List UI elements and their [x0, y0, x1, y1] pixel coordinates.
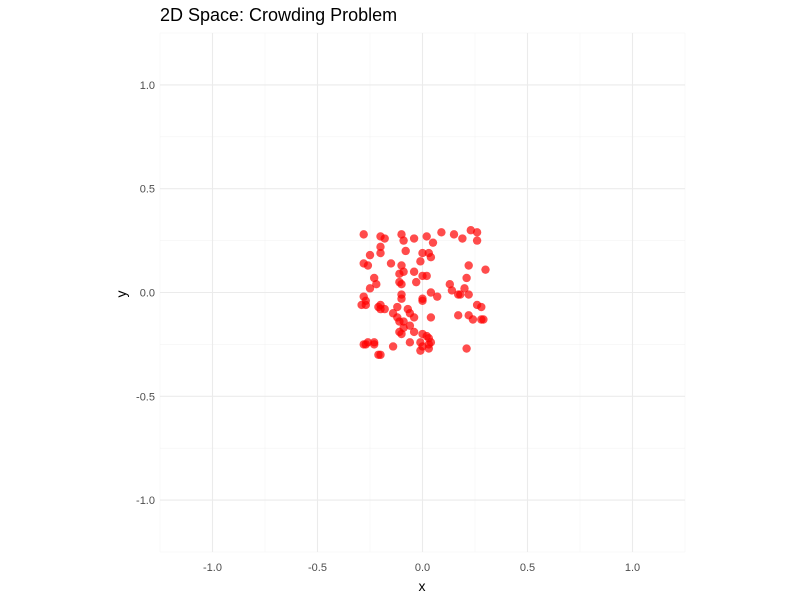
- x-tick-label: 0.5: [520, 562, 535, 574]
- data-point: [462, 273, 471, 283]
- data-point: [361, 300, 370, 310]
- data-point: [418, 248, 427, 258]
- data-point: [422, 271, 431, 281]
- data-point: [464, 290, 473, 299]
- data-point: [399, 317, 408, 326]
- data-point: [388, 342, 398, 351]
- data-point: [376, 242, 385, 252]
- data-point: [397, 294, 406, 303]
- data-point: [376, 350, 385, 359]
- data-point: [416, 346, 425, 355]
- chart-title: 2D Space: Crowding Problem: [160, 5, 397, 25]
- data-point: [395, 269, 404, 279]
- data-point: [359, 230, 368, 239]
- data-point: [426, 288, 436, 297]
- data-point: [365, 284, 375, 293]
- data-point: [472, 236, 482, 245]
- data-point: [363, 261, 373, 270]
- data-point: [433, 292, 442, 301]
- data-point: [409, 327, 419, 337]
- data-point: [447, 286, 457, 295]
- data-point: [380, 234, 389, 243]
- data-point: [449, 230, 459, 239]
- data-point: [409, 313, 419, 322]
- data-point: [426, 253, 436, 262]
- data-point: [462, 344, 471, 353]
- y-tick-labels: -1.0 -0.5 0.0 0.5 1.0: [136, 80, 155, 507]
- y-tick-label: 0.5: [140, 184, 155, 196]
- y-tick-label: 0.0: [140, 288, 155, 300]
- data-point: [365, 250, 375, 260]
- data-point: [464, 261, 473, 270]
- data-point: [418, 294, 427, 303]
- data-point: [405, 321, 415, 330]
- data-point: [416, 257, 425, 266]
- data-point: [380, 304, 389, 314]
- data-point: [372, 279, 381, 289]
- data-point: [426, 338, 436, 347]
- data-point: [466, 226, 475, 235]
- data-point: [481, 265, 490, 274]
- data-point: [363, 338, 373, 347]
- data-point: [468, 315, 478, 324]
- data-point: [397, 329, 406, 339]
- data-point: [412, 277, 421, 287]
- data-point: [376, 248, 385, 258]
- x-tick-label: 1.0: [625, 562, 640, 574]
- data-point: [386, 259, 396, 268]
- data-point: [401, 246, 410, 256]
- y-axis-label: y: [113, 291, 129, 298]
- x-tick-label: -0.5: [308, 562, 327, 574]
- data-point: [397, 279, 406, 289]
- data-point: [454, 311, 463, 320]
- points-layer: [357, 226, 490, 359]
- grid-layer: [159, 32, 686, 553]
- data-point: [370, 340, 379, 349]
- data-point: [472, 228, 482, 237]
- data-point: [426, 313, 436, 322]
- data-point: [460, 284, 469, 293]
- x-tick-label: 0.0: [415, 562, 430, 574]
- data-point: [409, 234, 419, 243]
- data-point: [422, 232, 431, 241]
- x-tick-labels: -1.0 -0.5 0.0 0.5 1.0: [203, 562, 640, 574]
- data-point: [458, 234, 467, 243]
- y-tick-label: -1.0: [136, 495, 155, 507]
- x-axis-label: x: [419, 578, 426, 594]
- data-point: [479, 315, 488, 324]
- data-point: [428, 238, 438, 247]
- y-tick-label: -0.5: [136, 391, 155, 403]
- data-point: [405, 338, 415, 347]
- x-tick-label: -1.0: [203, 562, 222, 574]
- data-point: [399, 236, 408, 245]
- y-tick-label: 1.0: [140, 80, 155, 92]
- data-point: [393, 302, 402, 312]
- data-point: [456, 290, 465, 299]
- data-point: [437, 228, 446, 237]
- data-point: [409, 267, 419, 276]
- data-point: [477, 302, 486, 312]
